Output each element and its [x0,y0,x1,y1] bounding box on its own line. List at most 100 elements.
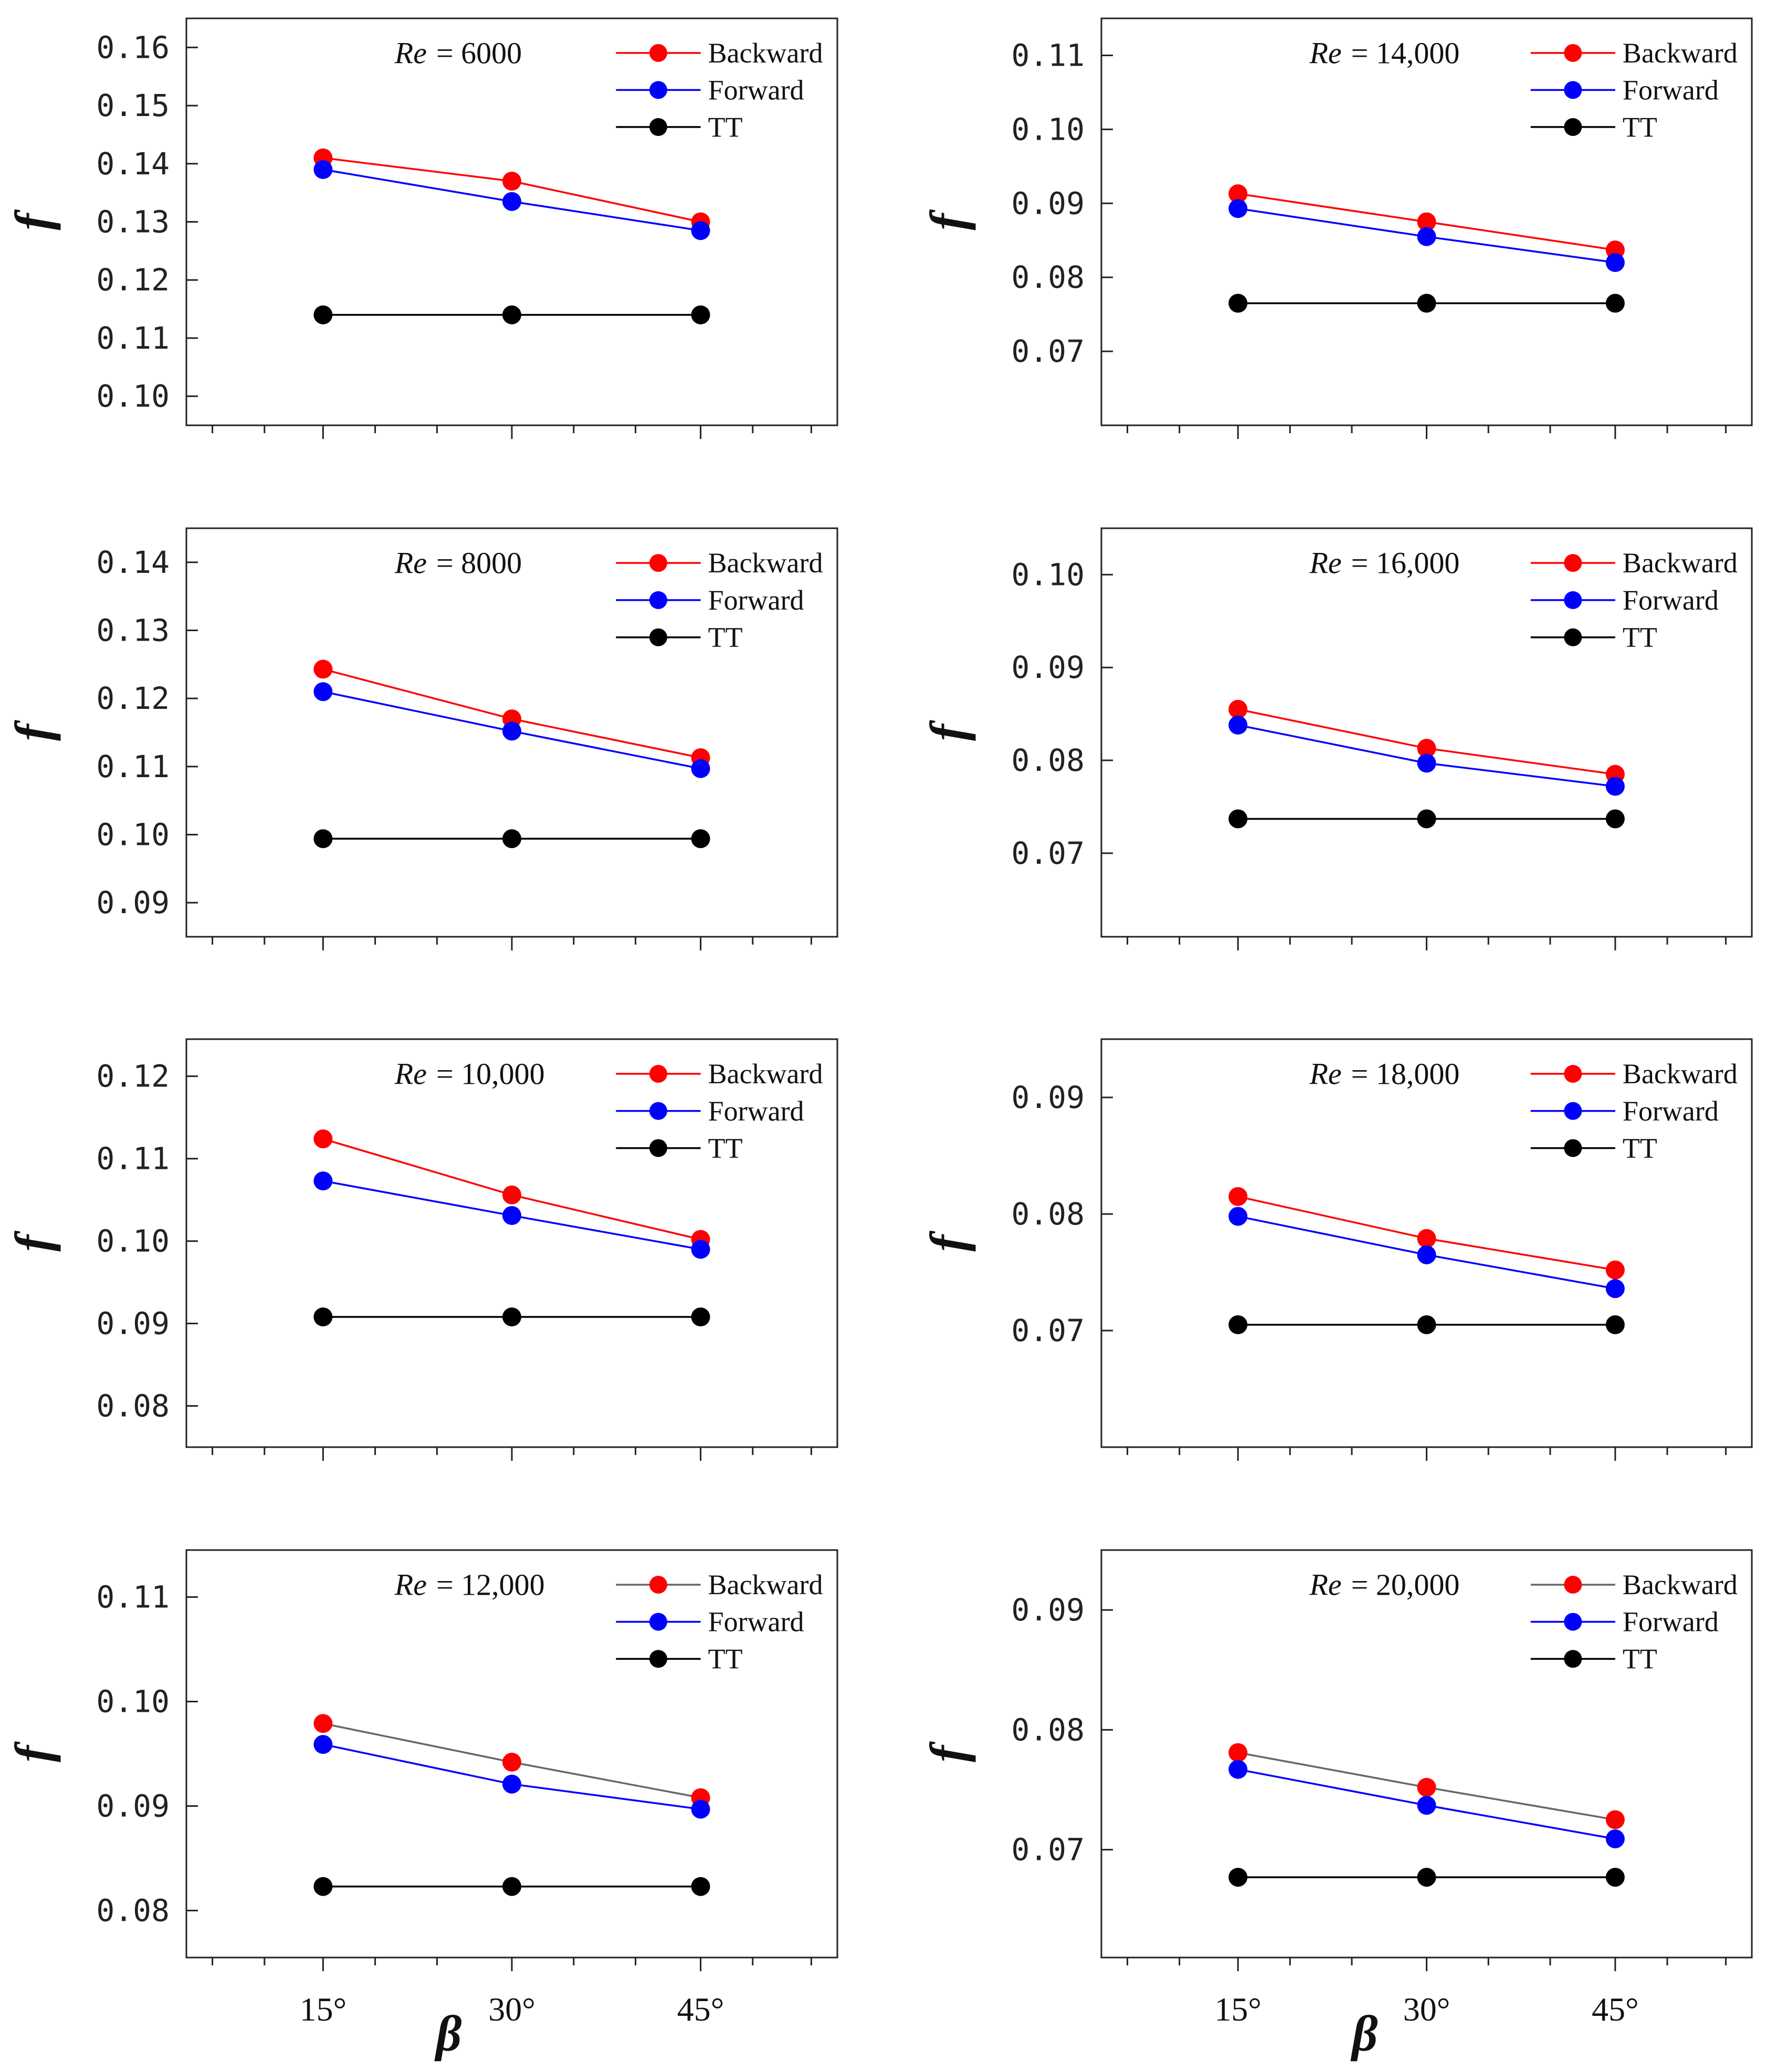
data-point-tt [313,1877,333,1896]
y-tick-label: 0.10 [1011,111,1085,147]
legend-label-forward: Forward [708,1606,804,1638]
data-point-backward [502,172,521,191]
data-point-forward [1417,1245,1436,1264]
data-point-backward [1228,699,1248,719]
y-tick-label: 0.13 [96,204,170,240]
y-tick-label: 0.11 [96,1579,170,1615]
data-point-tt [502,305,521,325]
panel-3: 0.09 0.10 0.11 0.12 0.13 0.14 Re = 8000 Backward… [5,527,838,950]
legend-label-backward: Backward [1623,547,1738,579]
data-point-tt [691,1877,710,1896]
re-label-prefix: Re [394,1567,427,1602]
x-tick-label: 15° [300,1991,347,2028]
y-tick-label: 0.08 [96,1892,170,1928]
legend-label-backward: Backward [1623,1569,1738,1600]
legend-label-backward: Backward [708,547,823,579]
re-label-prefix: Re [1309,36,1341,70]
data-point-tt [502,829,521,849]
legend-label-tt: TT [1623,622,1657,653]
y-tick-label: 0.10 [96,817,170,853]
legend-marker-tt [1564,1139,1582,1157]
y-tick-label: 0.12 [96,681,170,716]
y-tick-label: 0.10 [1011,557,1085,592]
re-label-prefix: Re [394,546,427,580]
re-label-value: = 14,000 [1351,36,1460,70]
legend-marker-tt [649,1139,667,1157]
legend-marker-forward [649,1613,667,1631]
re-label: Re = 10,000 [394,1056,545,1091]
y-tick-label: 0.08 [1011,742,1085,778]
data-point-backward [313,1129,333,1148]
y-tick-label: 0.09 [1011,185,1085,221]
y-tick-label: 0.09 [96,1306,170,1342]
data-point-forward [1228,1207,1248,1226]
y-tick-label: 0.12 [96,1059,170,1094]
re-label-value: = 12,000 [436,1567,545,1602]
legend-marker-backward [1564,44,1582,62]
y-tick-label: 0.09 [1011,1080,1085,1115]
data-point-tt [1228,809,1248,829]
data-point-backward [313,660,333,679]
legend-label-tt: TT [708,111,743,143]
data-point-tt [1605,1315,1625,1334]
data-point-forward [1605,253,1625,272]
legend-marker-backward [649,1065,667,1083]
panel-7: 0.08 0.09 0.10 0.11 15° 30° 45° Re = 12,000 Backw… [5,1549,838,2028]
data-point-forward [1228,199,1248,218]
legend-label-backward: Backward [708,37,823,69]
re-label-value: = 10,000 [436,1056,545,1091]
legend-label-tt: TT [1623,111,1657,143]
legend-label-tt: TT [1623,1132,1657,1164]
data-point-tt [1228,294,1248,313]
legend-label-forward: Forward [708,74,804,106]
y-tick-label: 0.11 [96,320,170,356]
x-tick-label: 30° [488,1991,535,2028]
legend-marker-tt [1564,628,1582,646]
data-point-forward [1228,1760,1248,1779]
data-point-forward [1605,777,1625,796]
data-point-backward [1605,1260,1625,1280]
x-axis-label: β [434,2005,461,2061]
y-tick-label: 0.14 [96,146,170,182]
re-label: Re = 18,000 [1309,1056,1459,1091]
re-label: Re = 16,000 [1309,546,1459,580]
data-point-tt [1605,1868,1625,1887]
x-tick-label: 30° [1403,1991,1450,2028]
data-point-tt [313,829,333,849]
legend-label-forward: Forward [708,1095,804,1127]
y-tick-label: 0.11 [1011,37,1085,73]
legend-marker-tt [649,118,667,136]
y-tick-label: 0.12 [96,262,170,298]
data-point-tt [1228,1868,1248,1887]
legend-label-forward: Forward [1623,1095,1719,1127]
re-label: Re = 6000 [394,36,522,70]
data-point-tt [1417,809,1436,829]
legend-marker-forward [1564,591,1582,609]
data-point-tt [1605,809,1625,829]
y-tick-label: 0.10 [96,1223,170,1259]
y-tick-label: 0.11 [96,1141,170,1177]
legend-marker-tt [649,628,667,646]
data-point-forward [502,192,521,211]
data-point-backward [1228,1743,1248,1762]
data-point-tt [1417,1868,1436,1887]
data-point-forward [502,1774,521,1794]
y-tick-label: 0.10 [96,379,170,414]
y-tick-label: 0.07 [1011,333,1085,369]
re-label-prefix: Re [1309,546,1341,580]
data-point-backward [1417,739,1436,758]
data-point-forward [502,1206,521,1225]
data-point-forward [313,1171,333,1190]
x-axis-label: β [1350,2005,1378,2061]
y-tick-label: 0.07 [1011,1313,1085,1348]
re-label: Re = 12,000 [394,1567,545,1602]
data-point-backward [313,1714,333,1733]
y-tick-label: 0.09 [1011,650,1085,685]
legend-marker-backward [1564,1575,1582,1594]
legend-marker-forward [649,81,667,99]
data-point-forward [1228,715,1248,735]
data-point-forward [691,1240,710,1259]
data-point-forward [502,721,521,741]
